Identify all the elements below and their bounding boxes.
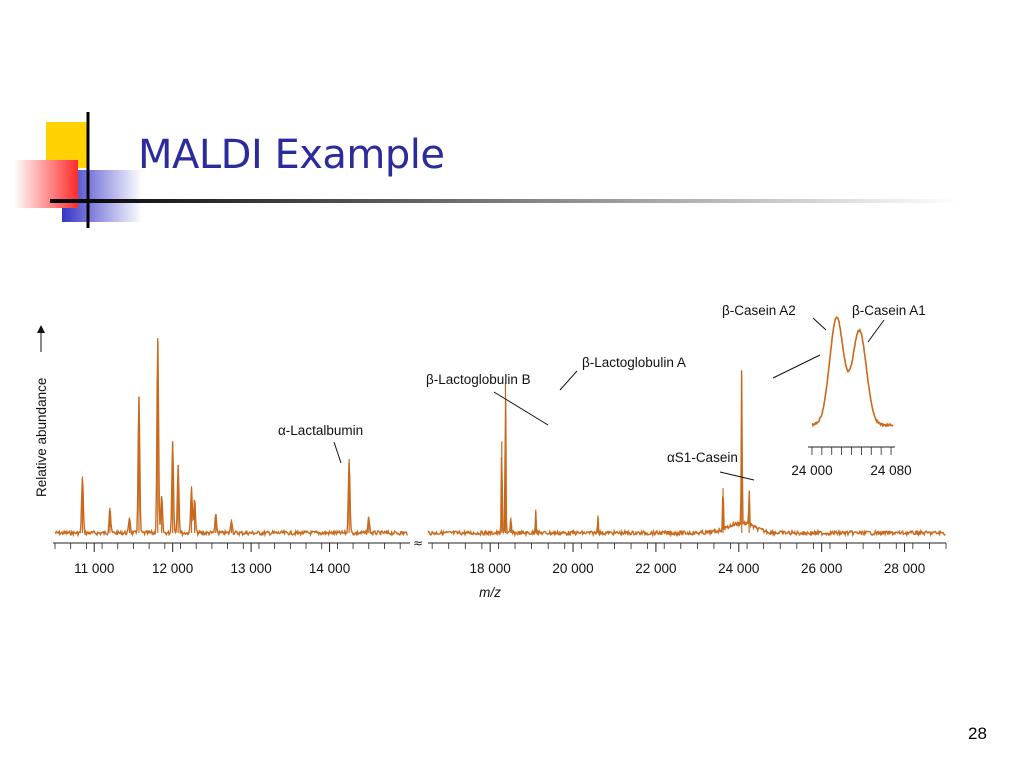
inset-trace xyxy=(811,316,894,428)
page-number: 28 xyxy=(968,724,987,743)
main-spectrum: ≈11 000 12 000 13 000 14 000 18 000 20 000 22 … xyxy=(37,325,947,576)
annotation-beta-lactoglobulin-b: β-Lactoglobulin B xyxy=(426,372,531,387)
x-tick-label: 14 000 xyxy=(309,561,350,576)
x-axis-label: m/z xyxy=(479,585,501,600)
x-tick-label: 24 000 xyxy=(718,561,759,576)
inset-tick-label: 24 080 xyxy=(870,463,911,478)
x-tick-label: 18 000 xyxy=(470,561,511,576)
leader-beta-lactoglobulin-b xyxy=(493,391,549,426)
spectrum-trace-right xyxy=(427,370,946,538)
chart-labels: m/z Relative abundance α-Lactalbumin β-L… xyxy=(34,303,926,600)
leader-beta-casein-a2 xyxy=(812,317,827,331)
x-tick-label: 22 000 xyxy=(635,561,676,576)
axis-break-icon: ≈ xyxy=(413,536,423,550)
axis-arrow-head xyxy=(37,325,45,333)
annotation-alpha-lactalbumin: α-Lactalbumin xyxy=(278,423,363,438)
leader-beta-lactoglobulin-a xyxy=(559,370,578,391)
leader-alpha-s1-casein xyxy=(719,471,755,481)
inset-casein-spectrum: 24 000 24 080 xyxy=(791,316,912,478)
slide-title: MALDI Example xyxy=(138,132,445,178)
y-axis-label: Relative abundance xyxy=(34,378,49,497)
annotation-alpha-s1-casein: αS1-Casein xyxy=(667,450,738,465)
x-tick-label: 20 000 xyxy=(552,561,593,576)
title-rule xyxy=(50,199,960,203)
x-tick-label: 12 000 xyxy=(152,561,193,576)
annotation-beta-lactoglobulin-a: β-Lactoglobulin A xyxy=(582,355,686,370)
x-tick-label: 28 000 xyxy=(884,561,925,576)
leader-beta-casein-a1 xyxy=(867,319,885,343)
inset-tick-label: 24 000 xyxy=(791,463,832,478)
x-tick-label: 13 000 xyxy=(230,561,271,576)
x-tick-label: 26 000 xyxy=(801,561,842,576)
annotation-beta-casein-a1: β-Casein A1 xyxy=(852,303,926,318)
annotation-beta-casein-a2: β-Casein A2 xyxy=(722,303,796,318)
leader-inset xyxy=(772,354,821,379)
leader-alpha-lactalbumin xyxy=(333,441,342,464)
x-tick-label: 11 000 xyxy=(74,561,114,576)
